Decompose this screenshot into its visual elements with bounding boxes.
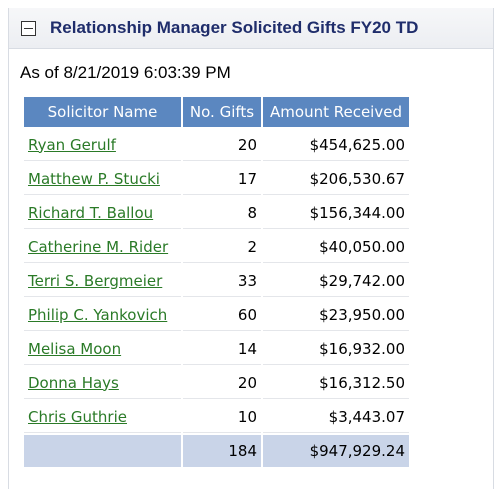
- table-row: Donna Hays 20 $16,312.50: [24, 367, 409, 399]
- table-row: Chris Guthrie 10 $3,443.07: [24, 401, 409, 433]
- solicitor-cell: Philip C. Yankovich: [24, 299, 181, 331]
- solicitor-cell: Melisa Moon: [24, 333, 181, 365]
- solicitor-link[interactable]: Catherine M. Rider: [28, 237, 169, 256]
- total-label-cell: [24, 435, 181, 467]
- gifts-cell: 20: [183, 367, 261, 399]
- panel-title: Relationship Manager Solicited Gifts FY2…: [50, 18, 419, 37]
- table-row: Matthew P. Stucki 17 $206,530.67: [24, 163, 409, 195]
- solicitor-link[interactable]: Melisa Moon: [28, 339, 122, 358]
- solicitor-cell: Matthew P. Stucki: [24, 163, 181, 195]
- table-header-row: Solicitor Name No. Gifts Amount Received: [24, 97, 409, 127]
- minus-box-icon[interactable]: [21, 20, 36, 36]
- amount-cell: $454,625.00: [263, 129, 409, 161]
- gifts-panel: Relationship Manager Solicited Gifts FY2…: [8, 8, 494, 489]
- solicitor-link[interactable]: Terri S. Bergmeier: [28, 271, 163, 290]
- solicitor-link[interactable]: Philip C. Yankovich: [28, 305, 168, 324]
- solicitor-cell: Terri S. Bergmeier: [24, 265, 181, 297]
- amount-cell: $3,443.07: [263, 401, 409, 433]
- column-header-solicitor-name[interactable]: Solicitor Name: [24, 97, 181, 127]
- solicitor-link[interactable]: Donna Hays: [28, 373, 119, 392]
- total-row: 184 $947,929.24: [24, 435, 409, 467]
- solicitor-cell: Richard T. Ballou: [24, 197, 181, 229]
- panel-header: Relationship Manager Solicited Gifts FY2…: [9, 8, 493, 49]
- table-row: Terri S. Bergmeier 33 $29,742.00: [24, 265, 409, 297]
- solicitor-link[interactable]: Richard T. Ballou: [28, 203, 154, 222]
- gifts-cell: 14: [183, 333, 261, 365]
- gifts-cell: 2: [183, 231, 261, 263]
- table-row: Ryan Gerulf 20 $454,625.00: [24, 129, 409, 161]
- solicitor-cell: Catherine M. Rider: [24, 231, 181, 263]
- amount-cell: $23,950.00: [263, 299, 409, 331]
- gifts-cell: 60: [183, 299, 261, 331]
- amount-cell: $156,344.00: [263, 197, 409, 229]
- solicitor-link[interactable]: Ryan Gerulf: [28, 135, 116, 154]
- gifts-cell: 10: [183, 401, 261, 433]
- as-of-timestamp: As of 8/21/2019 6:03:39 PM: [20, 63, 231, 82]
- gifts-cell: 17: [183, 163, 261, 195]
- column-header-amount-received[interactable]: Amount Received: [263, 97, 409, 127]
- total-gifts-cell: 184: [183, 435, 261, 467]
- amount-cell: $29,742.00: [263, 265, 409, 297]
- gifts-cell: 20: [183, 129, 261, 161]
- solicitor-link[interactable]: Chris Guthrie: [28, 407, 127, 426]
- gifts-cell: 33: [183, 265, 261, 297]
- amount-cell: $16,932.00: [263, 333, 409, 365]
- solicited-gifts-table: Solicitor Name No. Gifts Amount Received…: [22, 95, 411, 469]
- solicitor-link[interactable]: Matthew P. Stucki: [28, 169, 160, 188]
- table-row: Philip C. Yankovich 60 $23,950.00: [24, 299, 409, 331]
- solicitor-cell: Chris Guthrie: [24, 401, 181, 433]
- column-header-no-gifts[interactable]: No. Gifts: [183, 97, 261, 127]
- amount-cell: $40,050.00: [263, 231, 409, 263]
- table-row: Richard T. Ballou 8 $156,344.00: [24, 197, 409, 229]
- solicitor-cell: Donna Hays: [24, 367, 181, 399]
- total-amount-cell: $947,929.24: [263, 435, 409, 467]
- solicitor-cell: Ryan Gerulf: [24, 129, 181, 161]
- gifts-cell: 8: [183, 197, 261, 229]
- table-row: Melisa Moon 14 $16,932.00: [24, 333, 409, 365]
- amount-cell: $206,530.67: [263, 163, 409, 195]
- amount-cell: $16,312.50: [263, 367, 409, 399]
- table-row: Catherine M. Rider 2 $40,050.00: [24, 231, 409, 263]
